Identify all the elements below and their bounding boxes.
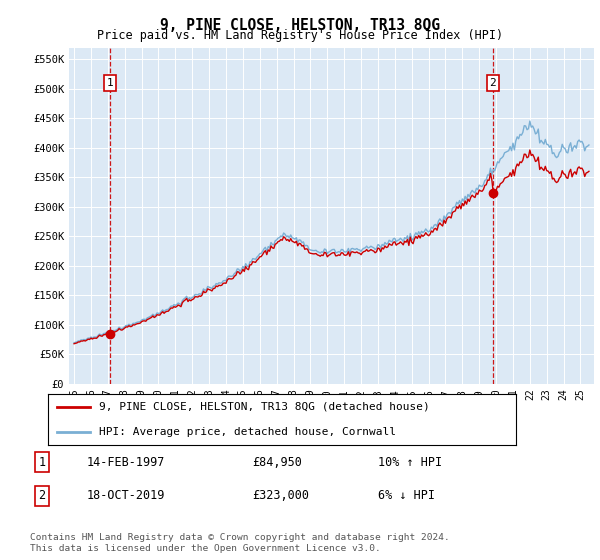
Text: £323,000: £323,000 bbox=[252, 489, 309, 502]
Text: 10% ↑ HPI: 10% ↑ HPI bbox=[378, 455, 442, 469]
Text: HPI: Average price, detached house, Cornwall: HPI: Average price, detached house, Corn… bbox=[100, 427, 397, 437]
Text: 2: 2 bbox=[38, 489, 46, 502]
Text: Contains HM Land Registry data © Crown copyright and database right 2024.
This d: Contains HM Land Registry data © Crown c… bbox=[30, 533, 450, 553]
Text: 9, PINE CLOSE, HELSTON, TR13 8QG (detached house): 9, PINE CLOSE, HELSTON, TR13 8QG (detach… bbox=[100, 402, 430, 412]
Text: 1: 1 bbox=[38, 455, 46, 469]
Text: Price paid vs. HM Land Registry's House Price Index (HPI): Price paid vs. HM Land Registry's House … bbox=[97, 29, 503, 42]
Text: 9, PINE CLOSE, HELSTON, TR13 8QG: 9, PINE CLOSE, HELSTON, TR13 8QG bbox=[160, 18, 440, 33]
Text: £84,950: £84,950 bbox=[252, 455, 302, 469]
Text: 14-FEB-1997: 14-FEB-1997 bbox=[87, 455, 166, 469]
Text: 6% ↓ HPI: 6% ↓ HPI bbox=[378, 489, 435, 502]
Text: 1: 1 bbox=[106, 78, 113, 88]
Text: 18-OCT-2019: 18-OCT-2019 bbox=[87, 489, 166, 502]
Text: 2: 2 bbox=[490, 78, 496, 88]
